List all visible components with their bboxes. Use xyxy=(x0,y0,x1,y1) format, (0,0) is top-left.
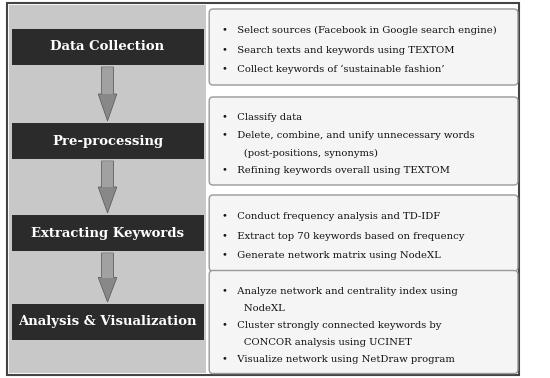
Polygon shape xyxy=(102,67,113,94)
FancyBboxPatch shape xyxy=(209,195,518,271)
FancyBboxPatch shape xyxy=(9,5,206,373)
Text: •   Cluster strongly connected keywords by: • Cluster strongly connected keywords by xyxy=(222,321,442,330)
FancyBboxPatch shape xyxy=(7,3,519,375)
FancyBboxPatch shape xyxy=(209,271,518,373)
Text: Pre-processing: Pre-processing xyxy=(52,135,163,147)
Text: CONCOR analysis using UCINET: CONCOR analysis using UCINET xyxy=(222,338,412,347)
Text: Extracting Keywords: Extracting Keywords xyxy=(31,226,184,240)
FancyBboxPatch shape xyxy=(12,304,204,340)
Text: •   Select sources (Facebook in Google search engine): • Select sources (Facebook in Google sea… xyxy=(222,26,497,35)
Text: •   Search texts and keywords using TEXTOM: • Search texts and keywords using TEXTOM xyxy=(222,46,455,54)
Text: •   Analyze network and centrality index using: • Analyze network and centrality index u… xyxy=(222,287,458,296)
Polygon shape xyxy=(102,253,113,277)
Text: •   Conduct frequency analysis and TD-IDF: • Conduct frequency analysis and TD-IDF xyxy=(222,212,441,221)
Text: •   Delete, combine, and unify unnecessary words: • Delete, combine, and unify unnecessary… xyxy=(222,131,475,140)
Text: Analysis & Visualization: Analysis & Visualization xyxy=(18,316,197,328)
Text: Data Collection: Data Collection xyxy=(51,40,164,54)
Text: •   Collect keywords of ‘sustainable fashion’: • Collect keywords of ‘sustainable fashi… xyxy=(222,65,445,74)
Text: (post-positions, synonyms): (post-positions, synonyms) xyxy=(222,149,378,158)
Text: •   Classify data: • Classify data xyxy=(222,113,302,122)
FancyBboxPatch shape xyxy=(12,123,204,159)
FancyBboxPatch shape xyxy=(209,97,518,185)
Polygon shape xyxy=(102,161,113,187)
Text: •   Visualize network using NetDraw program: • Visualize network using NetDraw progra… xyxy=(222,355,455,364)
Text: •   Generate network matrix using NodeXL: • Generate network matrix using NodeXL xyxy=(222,251,441,260)
FancyBboxPatch shape xyxy=(12,215,204,251)
Polygon shape xyxy=(98,161,117,213)
FancyBboxPatch shape xyxy=(209,9,518,85)
FancyBboxPatch shape xyxy=(12,29,204,65)
Text: •   Refining keywords overall using TEXTOM: • Refining keywords overall using TEXTOM xyxy=(222,166,450,175)
Polygon shape xyxy=(98,67,117,121)
Text: •   Extract top 70 keywords based on frequency: • Extract top 70 keywords based on frequ… xyxy=(222,232,465,240)
Polygon shape xyxy=(98,253,117,302)
Text: NodeXL: NodeXL xyxy=(222,304,285,313)
